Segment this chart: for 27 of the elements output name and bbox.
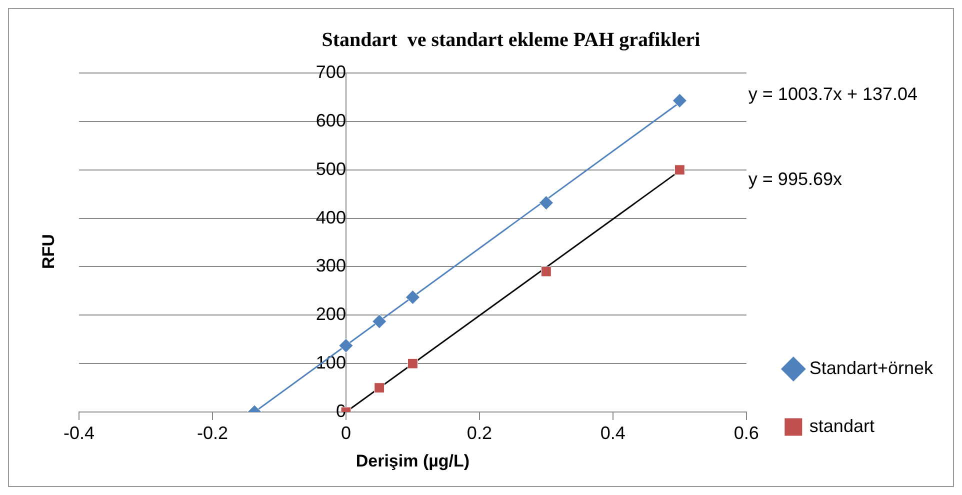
text: y = 995.69x [748, 168, 842, 189]
legend-label: Standart+örnek [809, 358, 934, 378]
point [374, 382, 385, 393]
y-tick-label: 400 [316, 207, 346, 228]
point [674, 164, 685, 176]
y-axis-title: RFU [39, 234, 59, 269]
x-tick-label: 0.6 [734, 422, 759, 443]
point [538, 196, 554, 210]
chart-title: Standart ve standart ekleme PAH grafikleri [322, 29, 701, 52]
x-tick-label: -0.4 [63, 422, 95, 443]
y-tick-label: 500 [316, 158, 346, 179]
point [338, 338, 354, 353]
point [408, 358, 418, 369]
text: y = 1003.7x + 137.04 [748, 84, 918, 104]
y-tick-label: 600 [316, 110, 346, 130]
legend-label: standart [809, 416, 874, 436]
point [540, 266, 552, 277]
x-tick-label: 0.2 [466, 422, 492, 443]
x-axis-title: Derişim (µg/L) [356, 451, 470, 470]
x-tick-label: -0.2 [196, 422, 228, 443]
y-tick-label: 300 [316, 256, 346, 276]
x-tick-label: 0.4 [600, 422, 626, 443]
point [405, 290, 420, 304]
y-tick-label: 700 [316, 62, 346, 82]
point [672, 93, 687, 108]
point [372, 314, 387, 329]
y-tick-label: 200 [316, 304, 346, 324]
